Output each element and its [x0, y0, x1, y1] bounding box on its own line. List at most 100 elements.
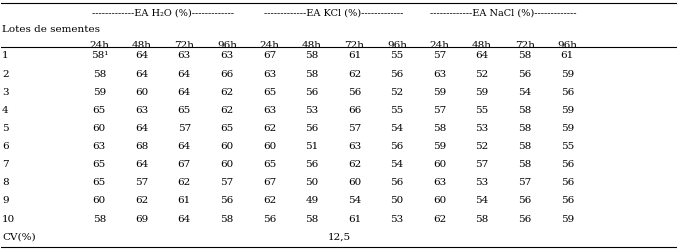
Text: 64: 64 — [135, 160, 148, 168]
Text: 72h: 72h — [344, 40, 365, 49]
Text: 60: 60 — [93, 124, 106, 132]
Text: 54: 54 — [391, 124, 403, 132]
Text: 67: 67 — [178, 160, 191, 168]
Text: 63: 63 — [433, 69, 446, 78]
Text: 54: 54 — [348, 196, 361, 204]
Text: 6: 6 — [2, 142, 9, 150]
Text: 50: 50 — [305, 178, 319, 186]
Text: 24h: 24h — [430, 40, 450, 49]
Text: 65: 65 — [178, 105, 191, 114]
Text: 58: 58 — [518, 105, 532, 114]
Text: 64: 64 — [135, 69, 148, 78]
Text: 9: 9 — [2, 196, 9, 204]
Text: 72h: 72h — [174, 40, 195, 49]
Text: 56: 56 — [348, 87, 361, 96]
Text: 60: 60 — [220, 142, 233, 150]
Text: 64: 64 — [135, 51, 148, 60]
Text: 48h: 48h — [302, 40, 322, 49]
Text: CV(%): CV(%) — [2, 232, 36, 241]
Text: 67: 67 — [263, 178, 276, 186]
Text: 59: 59 — [561, 124, 574, 132]
Text: 64: 64 — [178, 69, 191, 78]
Text: 62: 62 — [348, 69, 361, 78]
Text: 63: 63 — [135, 105, 148, 114]
Text: 58: 58 — [93, 214, 106, 222]
Text: 63: 63 — [93, 142, 106, 150]
Text: 60: 60 — [93, 196, 106, 204]
Text: 3: 3 — [2, 87, 9, 96]
Text: -------------EA H₂O (%)-------------: -------------EA H₂O (%)------------- — [92, 9, 234, 18]
Text: 96h: 96h — [217, 40, 237, 49]
Text: 48h: 48h — [472, 40, 492, 49]
Text: 62: 62 — [220, 105, 233, 114]
Text: 54: 54 — [391, 160, 403, 168]
Text: 54: 54 — [475, 196, 489, 204]
Text: 61: 61 — [348, 51, 361, 60]
Text: 67: 67 — [263, 51, 276, 60]
Text: 62: 62 — [220, 87, 233, 96]
Text: 63: 63 — [263, 105, 276, 114]
Text: 57: 57 — [348, 124, 361, 132]
Text: 58: 58 — [518, 51, 532, 60]
Text: 64: 64 — [475, 51, 489, 60]
Text: 58: 58 — [305, 51, 319, 60]
Text: 48h: 48h — [132, 40, 152, 49]
Text: 49: 49 — [305, 196, 319, 204]
Text: 59: 59 — [475, 87, 489, 96]
Text: 55: 55 — [391, 51, 403, 60]
Text: 65: 65 — [220, 124, 233, 132]
Text: 53: 53 — [305, 105, 319, 114]
Text: 58: 58 — [518, 142, 532, 150]
Text: 57: 57 — [220, 178, 233, 186]
Text: 52: 52 — [391, 87, 403, 96]
Text: 59: 59 — [93, 87, 106, 96]
Text: 24h: 24h — [260, 40, 279, 49]
Text: 61: 61 — [178, 196, 191, 204]
Text: 57: 57 — [518, 178, 532, 186]
Text: 55: 55 — [561, 142, 574, 150]
Text: 12,5: 12,5 — [327, 232, 351, 241]
Text: 58¹: 58¹ — [91, 51, 108, 60]
Text: 72h: 72h — [515, 40, 535, 49]
Text: -------------EA KCl (%)-------------: -------------EA KCl (%)------------- — [264, 9, 403, 18]
Text: 8: 8 — [2, 178, 9, 186]
Text: 63: 63 — [263, 69, 276, 78]
Text: 51: 51 — [305, 142, 319, 150]
Text: 56: 56 — [518, 196, 532, 204]
Text: 58: 58 — [305, 69, 319, 78]
Text: 63: 63 — [178, 51, 191, 60]
Text: 63: 63 — [220, 51, 233, 60]
Text: 7: 7 — [2, 160, 9, 168]
Text: 56: 56 — [518, 214, 532, 222]
Text: 63: 63 — [433, 178, 446, 186]
Text: 60: 60 — [220, 160, 233, 168]
Text: 62: 62 — [135, 196, 148, 204]
Text: 56: 56 — [391, 178, 403, 186]
Text: 64: 64 — [178, 87, 191, 96]
Text: 56: 56 — [561, 160, 574, 168]
Text: 55: 55 — [475, 105, 489, 114]
Text: 96h: 96h — [387, 40, 407, 49]
Text: 68: 68 — [135, 142, 148, 150]
Text: 56: 56 — [305, 87, 319, 96]
Text: 56: 56 — [305, 124, 319, 132]
Text: 53: 53 — [475, 124, 489, 132]
Text: 56: 56 — [220, 196, 233, 204]
Text: 50: 50 — [391, 196, 403, 204]
Text: 59: 59 — [561, 69, 574, 78]
Text: 60: 60 — [135, 87, 148, 96]
Text: 56: 56 — [561, 178, 574, 186]
Text: 62: 62 — [178, 178, 191, 186]
Text: 69: 69 — [135, 214, 148, 222]
Text: 2: 2 — [2, 69, 9, 78]
Text: 56: 56 — [518, 69, 532, 78]
Text: 63: 63 — [348, 142, 361, 150]
Text: 56: 56 — [391, 142, 403, 150]
Text: 66: 66 — [220, 69, 233, 78]
Text: 57: 57 — [433, 105, 446, 114]
Text: 52: 52 — [475, 69, 489, 78]
Text: 64: 64 — [178, 142, 191, 150]
Text: 55: 55 — [391, 105, 403, 114]
Text: 58: 58 — [305, 214, 319, 222]
Text: 59: 59 — [433, 87, 446, 96]
